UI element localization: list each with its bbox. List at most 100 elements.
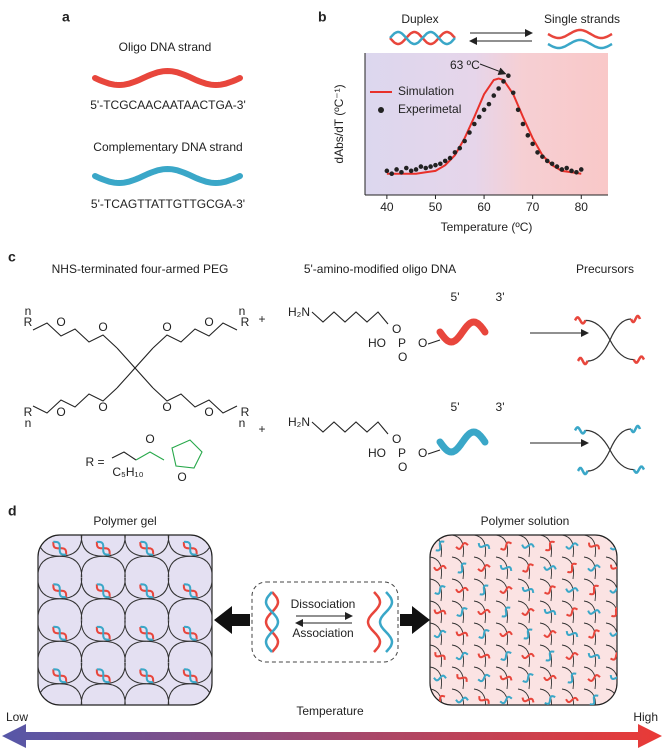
x-axis-label: Temperature (ºC) [441,220,533,234]
solution-arm [605,644,617,668]
data-point [433,162,438,168]
gel-arm [190,598,212,620]
solution-dna [521,587,535,593]
axis-title: Temperature [296,704,364,718]
end-label: 5' [451,290,460,304]
solution-dna [479,584,489,596]
atom: O [162,320,171,334]
single-strand [547,38,613,50]
gel-dna [53,583,67,599]
solution-dna [500,651,512,661]
solution-arm [561,556,574,580]
solution-arm [605,622,617,646]
atom: O [392,322,401,336]
solution-dna [587,674,601,682]
data-point [491,93,497,98]
gel-dna [53,668,67,684]
solution-arm [517,644,530,668]
solution-arm [561,688,574,705]
atom: O [98,400,107,414]
section-title: NHS-terminated four-armed PEG [52,262,229,276]
solution-dna [521,697,535,703]
atom: R [241,405,250,419]
solution-dna [478,696,490,704]
solution-dna [457,562,467,574]
solution-dna [587,629,601,639]
panel-label: b [318,9,327,25]
solution-dna [456,674,468,682]
solution-dna [545,650,555,662]
peg-arm [609,428,632,451]
solution-dna [455,651,469,661]
solution-arm [583,600,596,624]
precursor-dna [632,355,646,364]
atom: O [398,460,407,474]
gel-dna [96,583,110,599]
precursor-dna [629,314,642,324]
panel-label: c [8,249,16,265]
solution-arm [473,688,486,705]
single-strand [547,28,613,40]
atom: O [56,405,65,419]
solution-arm [517,666,530,690]
gel-dna [140,668,154,684]
data-point [389,171,395,176]
atom: O [56,315,65,329]
gel-arm [80,598,104,620]
solution-arm [451,622,464,646]
solution-dna [433,564,447,572]
gel-dna [183,625,197,641]
legend-label: Simulation [398,84,454,98]
solution-dna [610,564,617,572]
peg-arm [585,429,611,451]
gel-arm [38,683,60,705]
strand-title: Complementary DNA strand [93,140,242,154]
solution-arm [495,622,508,646]
solution-arm [517,688,530,705]
solution-arm [495,688,508,705]
end-label: 5' [451,400,460,414]
gel-dna [183,668,197,684]
atom: HO [368,446,386,460]
dna-strand [389,30,456,46]
data-point [569,168,574,174]
precursor-dna [573,316,587,325]
process-label: Dissociation [291,597,356,611]
temperature-arrow [2,724,662,748]
data-point [408,168,414,174]
solution-arm [430,666,442,690]
bond [32,387,118,414]
atom: n [25,416,32,430]
data-point [578,167,584,172]
solution-dna [499,565,513,571]
atom: R [24,405,33,419]
data-point [481,107,487,113]
section-title: Precursors [576,262,634,276]
solution-arm [539,535,552,558]
solution-dna [477,653,491,659]
atom: H₂N [288,305,310,319]
solution-arm [473,556,486,580]
atom: n [239,416,246,430]
data-point [540,154,545,159]
precursor-dna [576,356,589,366]
x-tick-label: 80 [575,200,589,214]
atom: O [145,432,154,446]
data-point [394,167,399,172]
solution-arm [451,600,464,624]
data-point [530,141,535,147]
precursor-dna [573,426,587,435]
precursor-dna [629,424,642,434]
dna-ribbon [92,67,243,89]
gel-arm [38,555,60,578]
gel-arm [167,683,191,705]
data-point [544,158,550,164]
solution-arm [561,578,574,602]
solution-dna [521,652,535,660]
data-point [501,79,506,84]
solution-arm [539,578,552,602]
peg-arm [587,339,611,362]
data-point [452,150,458,155]
atom: P [398,336,406,350]
data-point [457,145,463,151]
